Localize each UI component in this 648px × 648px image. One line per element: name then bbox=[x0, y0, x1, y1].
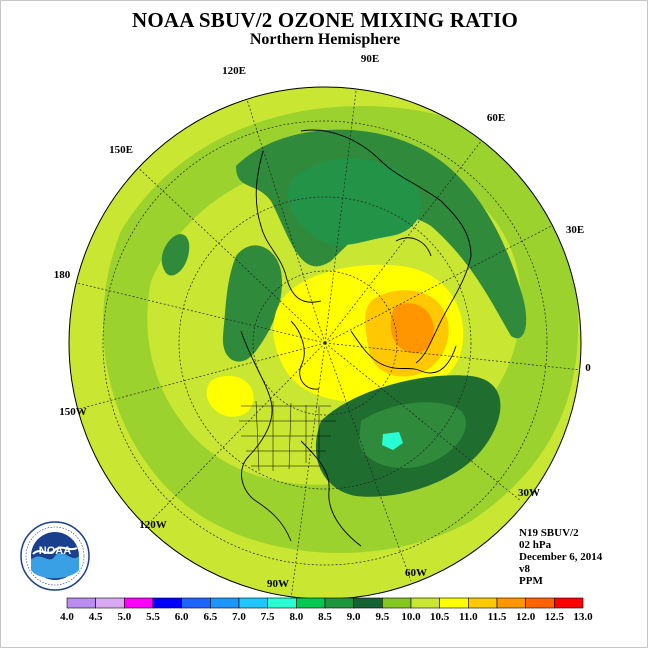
map-field bbox=[69, 87, 581, 599]
page-title: NOAA SBUV/2 OZONE MIXING RATIO bbox=[132, 8, 518, 32]
coastlines bbox=[240, 129, 472, 547]
lon-label-60w: 60W bbox=[405, 567, 427, 579]
colorbar-ticks: 4.0 4.5 5.0 5.5 6.0 6.5 7.0 7.5 8.0 8.5 9.0 9.5 10.0… bbox=[60, 611, 593, 623]
colorbar-tick-label: 9.5 bbox=[375, 611, 389, 623]
colorbar-box bbox=[66, 597, 96, 609]
colorbar-tick-label: 11.0 bbox=[459, 611, 478, 623]
colorbar-tick-label: 6.5 bbox=[203, 611, 217, 623]
colorbar-tick-label: 5.5 bbox=[146, 611, 160, 623]
colorbar-tick-label: 8.0 bbox=[289, 611, 303, 623]
colorbar-tick-label: 6.0 bbox=[175, 611, 189, 623]
colorbar-tick-label: 12.5 bbox=[545, 611, 565, 623]
info-units: PPM bbox=[519, 575, 543, 587]
lon-label-120e: 120E bbox=[222, 65, 246, 77]
colorbar-tick-label: 11.5 bbox=[488, 611, 507, 623]
colorbar-tick-label: 10.0 bbox=[401, 611, 421, 623]
colorbar-tick-label: 8.5 bbox=[318, 611, 332, 623]
colorbar-tick-label: 10.5 bbox=[430, 611, 450, 623]
colorbar-box bbox=[468, 597, 498, 609]
colorbar-tick-label: 7.5 bbox=[261, 611, 275, 623]
colorbar-box bbox=[210, 597, 240, 609]
colorbar-box bbox=[382, 597, 412, 609]
colorbar-box bbox=[238, 597, 268, 609]
colorbar-tick-label: 7.0 bbox=[232, 611, 246, 623]
lon-label-0: 0 bbox=[585, 362, 591, 374]
colorbar-box bbox=[95, 597, 125, 609]
colorbar-box bbox=[152, 597, 182, 609]
colorbar-box bbox=[525, 597, 555, 609]
colorbar-tick-label: 4.0 bbox=[60, 611, 74, 623]
noaa-logo: NOAA bbox=[20, 521, 90, 591]
colorbar-tick-label: 12.0 bbox=[516, 611, 536, 623]
colorbar-box bbox=[267, 597, 297, 609]
colorbar-box bbox=[181, 597, 211, 609]
info-date: December 6, 2014 bbox=[519, 551, 603, 563]
colorbar-tick-label: 4.5 bbox=[89, 611, 103, 623]
info-satellite: N19 SBUV/2 bbox=[519, 527, 579, 539]
colorbar-box bbox=[324, 597, 354, 609]
lon-label-120w: 120W bbox=[139, 519, 167, 531]
info-block: N19 SBUV/2 02 hPa December 6, 2014 v8 PP… bbox=[519, 527, 602, 587]
colorbar-box bbox=[439, 597, 469, 609]
lon-label-30w: 30W bbox=[518, 487, 540, 499]
info-level: 02 hPa bbox=[519, 539, 552, 551]
lon-label-60e: 60E bbox=[487, 112, 505, 124]
colorbar-box bbox=[410, 597, 440, 609]
colorbar-boxes bbox=[66, 597, 584, 609]
info-version: v8 bbox=[519, 563, 530, 575]
colorbar-box bbox=[496, 597, 526, 609]
colorbar-box bbox=[353, 597, 383, 609]
longitude-labels: 90E 60E 30E 0 30W 60W 90W 120W 150W 180 … bbox=[54, 53, 592, 590]
noaa-logo-text: NOAA bbox=[39, 545, 71, 557]
colorbar-tick-label: 9.0 bbox=[347, 611, 361, 623]
colorbar-box bbox=[554, 597, 584, 609]
lon-label-30e: 30E bbox=[566, 224, 584, 236]
lon-label-150e: 150E bbox=[109, 144, 133, 156]
lon-label-180: 180 bbox=[54, 269, 71, 281]
colorbar-tick-label: 5.0 bbox=[117, 611, 131, 623]
lon-label-90e: 90E bbox=[361, 53, 379, 65]
colorbar-box bbox=[296, 597, 326, 609]
lon-label-150w: 150W bbox=[59, 406, 87, 418]
colorbar-box bbox=[124, 597, 154, 609]
graticule bbox=[69, 87, 581, 599]
lon-label-90w: 90W bbox=[267, 578, 289, 590]
us-states bbox=[239, 400, 336, 472]
page-subtitle: Northern Hemisphere bbox=[249, 31, 401, 48]
colorbar-tick-label: 13.0 bbox=[573, 611, 593, 623]
